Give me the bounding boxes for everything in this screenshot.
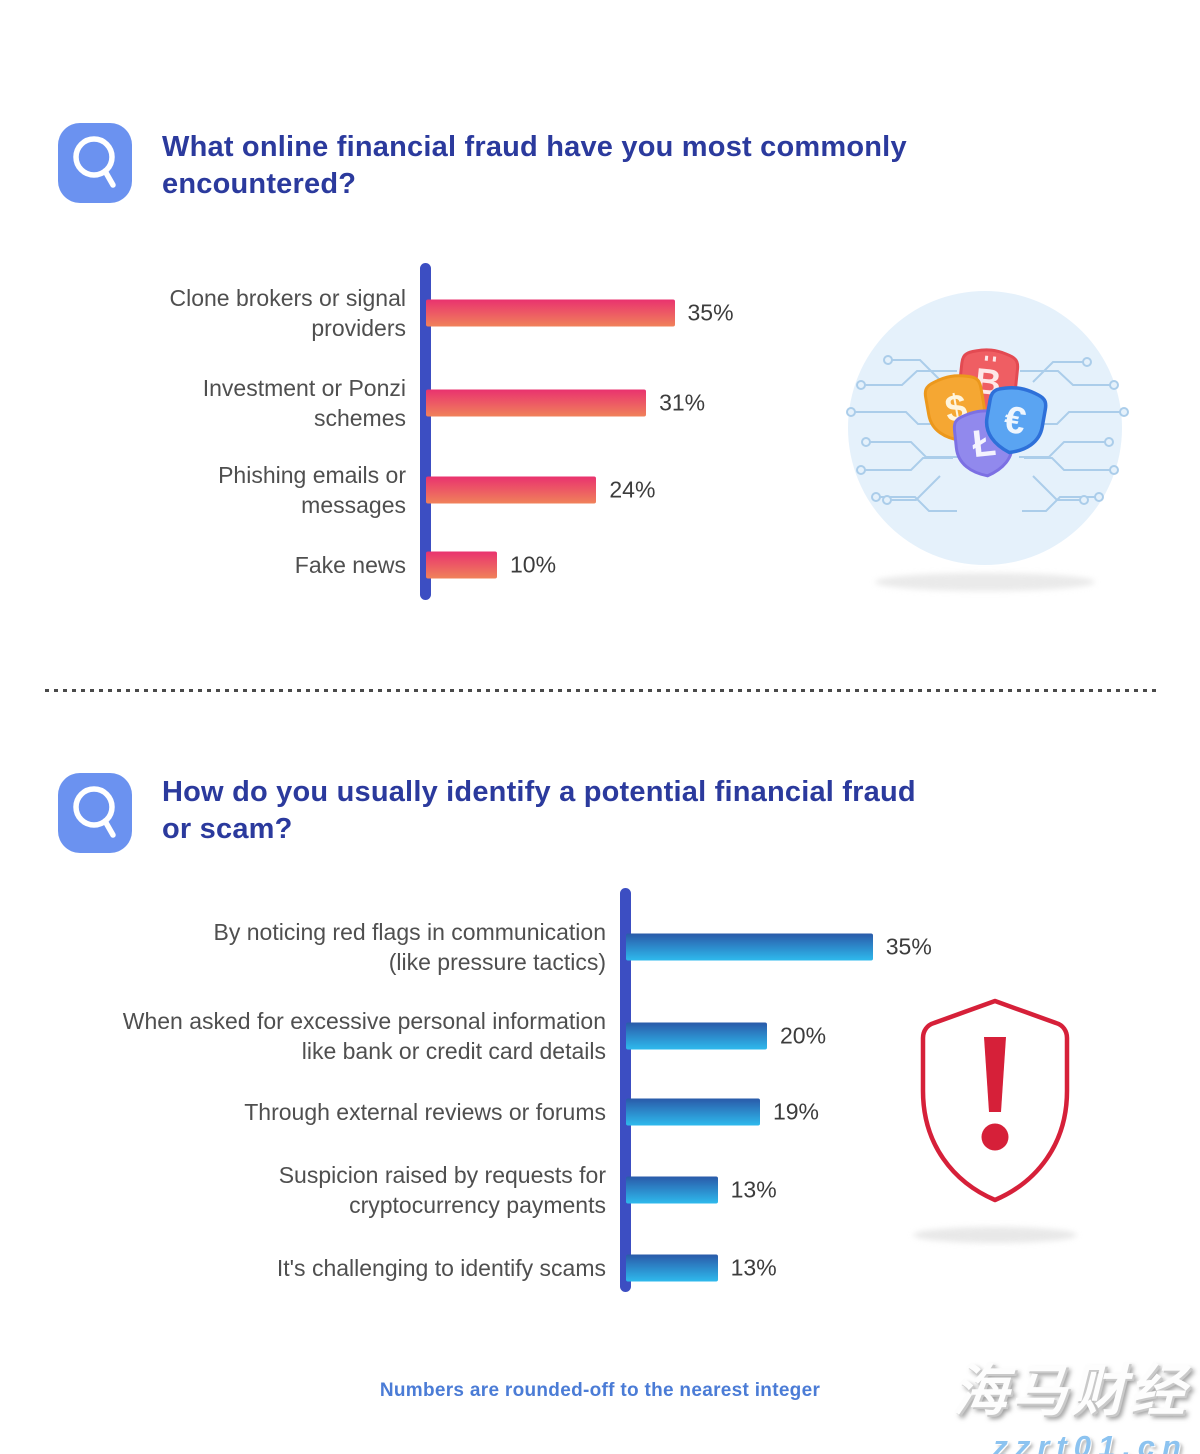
- bar-value: 13%: [730, 1254, 777, 1281]
- bar-label: Investment or Ponzi schemes: [202, 375, 406, 431]
- euro-shield: €: [984, 386, 1048, 455]
- magnifier-icon: [73, 136, 116, 188]
- bar-label: Through external reviews or forums: [244, 1099, 606, 1125]
- bar: [426, 551, 497, 579]
- bar: [626, 1022, 767, 1050]
- circuit-traces: [846, 355, 1129, 512]
- question2-title: How do you usually identify a potential …: [162, 776, 916, 845]
- bar-label: When asked for excessive personal inform…: [122, 1008, 606, 1064]
- magnifier-icon: [73, 786, 116, 838]
- question2-badge: [58, 773, 132, 853]
- bar-value: 35%: [687, 299, 734, 326]
- exclamation-dot: [981, 1123, 1009, 1151]
- watermark: 海马财经 zzrt01.cn: [952, 1346, 1188, 1454]
- section-divider: [45, 689, 1158, 692]
- currency-shields-illustration: B $ Ł €: [846, 291, 1129, 591]
- bar: [426, 389, 647, 417]
- bar-value: 19%: [772, 1098, 819, 1125]
- bar: [426, 299, 675, 327]
- bar-label: It's challenging to identify scams: [276, 1255, 606, 1281]
- watermark-cjk-text: 海马财经: [952, 1359, 1188, 1422]
- bar-value: 20%: [780, 1022, 827, 1049]
- bar: [626, 933, 873, 961]
- bar-value: 35%: [885, 933, 932, 960]
- bar: [626, 1098, 760, 1126]
- bar-label: By noticing red flags in communication (…: [213, 919, 606, 975]
- alert-shield-illustration: [913, 998, 1077, 1243]
- bar: [626, 1254, 718, 1282]
- watermark-url-text: zzrt01.cn: [992, 1429, 1188, 1454]
- exclamation-bar: [984, 1037, 1006, 1112]
- fraud-identification-chart: By noticing red flags in communication (…: [40, 888, 960, 1292]
- question1-badge: [58, 123, 132, 203]
- fraud-types-chart: Clone brokers or signal providers 35% Inve…: [100, 263, 860, 600]
- bar: [426, 476, 597, 504]
- bar-value: 24%: [609, 476, 656, 503]
- chart-axis: [620, 888, 631, 1292]
- bar-value: 13%: [730, 1176, 777, 1203]
- bar-label: Suspicion raised by requests for cryptoc…: [278, 1162, 606, 1218]
- bar: [626, 1176, 718, 1204]
- chart-axis: [420, 263, 431, 600]
- bar-label: Phishing emails or messages: [218, 462, 406, 518]
- bar-label: Clone brokers or signal providers: [169, 285, 406, 341]
- question1-title: What online financial fraud have you mos…: [162, 131, 907, 200]
- bar-label: Fake news: [294, 552, 406, 578]
- bar-value: 10%: [510, 551, 557, 578]
- bar-value: 31%: [659, 389, 706, 416]
- footer-note: Numbers are rounded-off to the nearest i…: [379, 1380, 821, 1401]
